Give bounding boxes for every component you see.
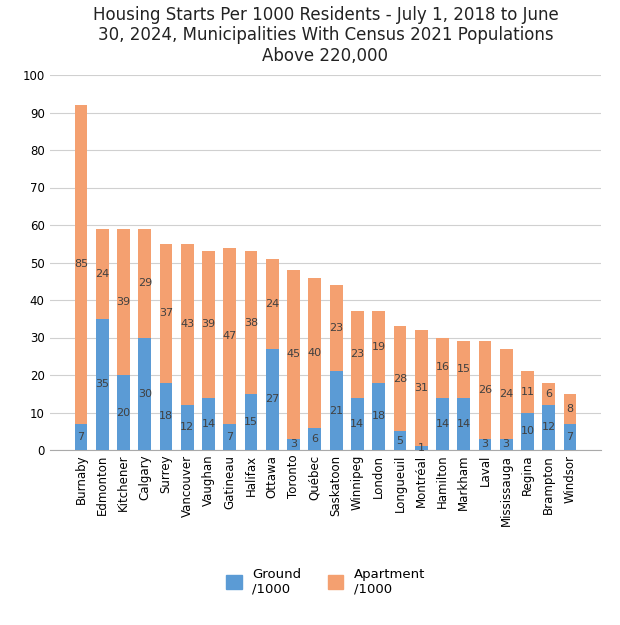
Bar — [415, 330, 428, 446]
Bar — [521, 371, 534, 413]
Text: 23: 23 — [329, 323, 343, 333]
Bar — [202, 251, 215, 398]
Bar — [266, 259, 279, 349]
Bar — [394, 431, 406, 450]
Bar — [479, 341, 491, 439]
Bar — [245, 394, 257, 450]
Text: 7: 7 — [226, 432, 233, 442]
Text: 24: 24 — [499, 389, 513, 399]
Bar — [266, 349, 279, 450]
Text: 47: 47 — [223, 331, 237, 341]
Bar — [160, 244, 172, 382]
Text: 12: 12 — [180, 422, 195, 432]
Text: 15: 15 — [457, 364, 471, 374]
Bar — [521, 412, 534, 450]
Bar — [309, 428, 321, 450]
Text: 5: 5 — [396, 436, 404, 446]
Text: 35: 35 — [95, 379, 109, 389]
Text: 38: 38 — [244, 318, 258, 328]
Text: 8: 8 — [567, 404, 574, 414]
Bar — [458, 341, 470, 398]
Text: 14: 14 — [202, 419, 216, 429]
Text: 7: 7 — [567, 432, 574, 442]
Text: 23: 23 — [350, 349, 365, 359]
Bar — [96, 319, 108, 450]
Bar — [160, 382, 172, 450]
Text: 11: 11 — [520, 387, 534, 397]
Text: 30: 30 — [138, 389, 152, 399]
Bar — [96, 229, 108, 319]
Bar — [542, 382, 555, 405]
Text: 3: 3 — [290, 439, 297, 449]
Bar — [117, 375, 130, 450]
Text: 39: 39 — [117, 297, 131, 307]
Text: 24: 24 — [265, 299, 280, 309]
Text: 39: 39 — [202, 319, 216, 329]
Bar — [223, 248, 236, 424]
Text: 45: 45 — [286, 349, 301, 359]
Text: 27: 27 — [265, 394, 280, 404]
Text: 14: 14 — [435, 419, 449, 429]
Bar — [117, 229, 130, 375]
Text: 31: 31 — [414, 383, 428, 393]
Text: 19: 19 — [371, 342, 386, 352]
Text: 6: 6 — [311, 434, 319, 444]
Text: 21: 21 — [329, 406, 343, 416]
Bar — [500, 439, 513, 450]
Bar — [309, 278, 321, 428]
Bar — [500, 349, 513, 439]
Text: 14: 14 — [456, 419, 471, 429]
Text: 1: 1 — [418, 443, 425, 453]
Bar — [287, 270, 300, 439]
Text: 10: 10 — [520, 426, 534, 436]
Text: 3: 3 — [503, 439, 510, 449]
Bar — [138, 338, 151, 450]
Text: 6: 6 — [545, 389, 552, 399]
Text: 40: 40 — [308, 348, 322, 358]
Bar — [223, 424, 236, 450]
Text: 28: 28 — [393, 374, 407, 384]
Bar — [202, 398, 215, 450]
Bar — [287, 439, 300, 450]
Bar — [479, 439, 491, 450]
Title: Housing Starts Per 1000 Residents - July 1, 2018 to June
30, 2024, Municipalitie: Housing Starts Per 1000 Residents - July… — [92, 6, 559, 65]
Bar — [436, 398, 449, 450]
Text: 15: 15 — [244, 417, 258, 427]
Legend: Ground
/1000, Apartment
/1000: Ground /1000, Apartment /1000 — [220, 562, 431, 601]
Bar — [415, 446, 428, 450]
Text: 24: 24 — [95, 269, 110, 279]
Text: 14: 14 — [350, 419, 365, 429]
Text: 85: 85 — [74, 259, 88, 269]
Bar — [74, 105, 87, 424]
Text: 37: 37 — [159, 308, 173, 318]
Bar — [74, 424, 87, 450]
Text: 20: 20 — [117, 408, 131, 418]
Text: 16: 16 — [435, 362, 449, 372]
Text: 26: 26 — [478, 385, 492, 395]
Bar — [351, 398, 364, 450]
Bar — [181, 405, 193, 450]
Bar — [542, 405, 555, 450]
Bar — [330, 285, 342, 371]
Text: 3: 3 — [481, 439, 489, 449]
Bar — [458, 398, 470, 450]
Bar — [138, 229, 151, 338]
Bar — [564, 394, 577, 424]
Bar — [564, 424, 577, 450]
Text: 29: 29 — [138, 278, 152, 288]
Text: 18: 18 — [159, 411, 173, 421]
Bar — [372, 311, 385, 382]
Text: 12: 12 — [542, 422, 556, 432]
Bar — [351, 311, 364, 398]
Bar — [181, 244, 193, 405]
Bar — [330, 371, 342, 450]
Bar — [245, 251, 257, 394]
Text: 18: 18 — [371, 411, 386, 421]
Text: 43: 43 — [180, 319, 195, 329]
Bar — [372, 382, 385, 450]
Text: 7: 7 — [78, 432, 84, 442]
Bar — [436, 338, 449, 398]
Bar — [394, 326, 406, 431]
